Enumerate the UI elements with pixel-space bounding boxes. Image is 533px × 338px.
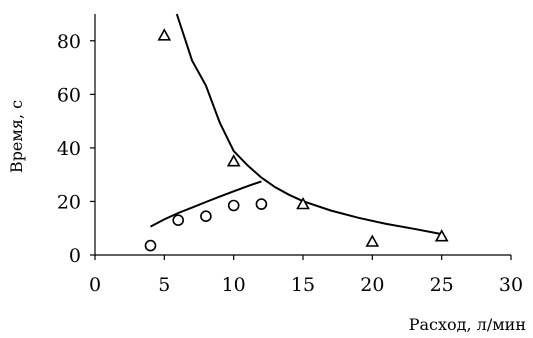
y-axis-title: Время, с [7,100,26,173]
circle-point [255,198,268,210]
y-tick-label: 40 [57,138,81,160]
ticks [90,40,512,260]
circle-point [227,199,240,212]
triangle-point [157,28,172,41]
x-tick-label: 30 [499,274,523,296]
y-tick-label: 0 [69,245,81,267]
x-tick-label: 10 [222,274,246,296]
axes [94,14,511,256]
triangle-point [226,154,241,167]
y-tick-label: 20 [57,191,81,213]
x-tick-label: 5 [158,274,170,296]
tick-labels: 0 20 40 60 80 0 5 10 15 20 25 30 [57,31,523,296]
y-tick-label: 80 [57,31,81,53]
circle-point [172,214,184,226]
circle-point [144,239,157,252]
x-axis-title: Расход, л/мин [409,315,526,334]
trendline-log [150,180,262,228]
triangle-point [296,196,310,210]
circle-point [200,210,212,222]
markers [144,28,449,252]
x-tick-label: 25 [430,274,454,296]
triangle-point [434,229,449,242]
trendline-power [175,13,442,236]
triangle-point [365,234,380,247]
x-tick-label: 15 [291,274,315,296]
x-tick-label: 20 [360,274,384,296]
y-tick-label: 60 [57,84,81,106]
trendlines [150,13,442,236]
x-tick-label: 0 [89,274,101,296]
